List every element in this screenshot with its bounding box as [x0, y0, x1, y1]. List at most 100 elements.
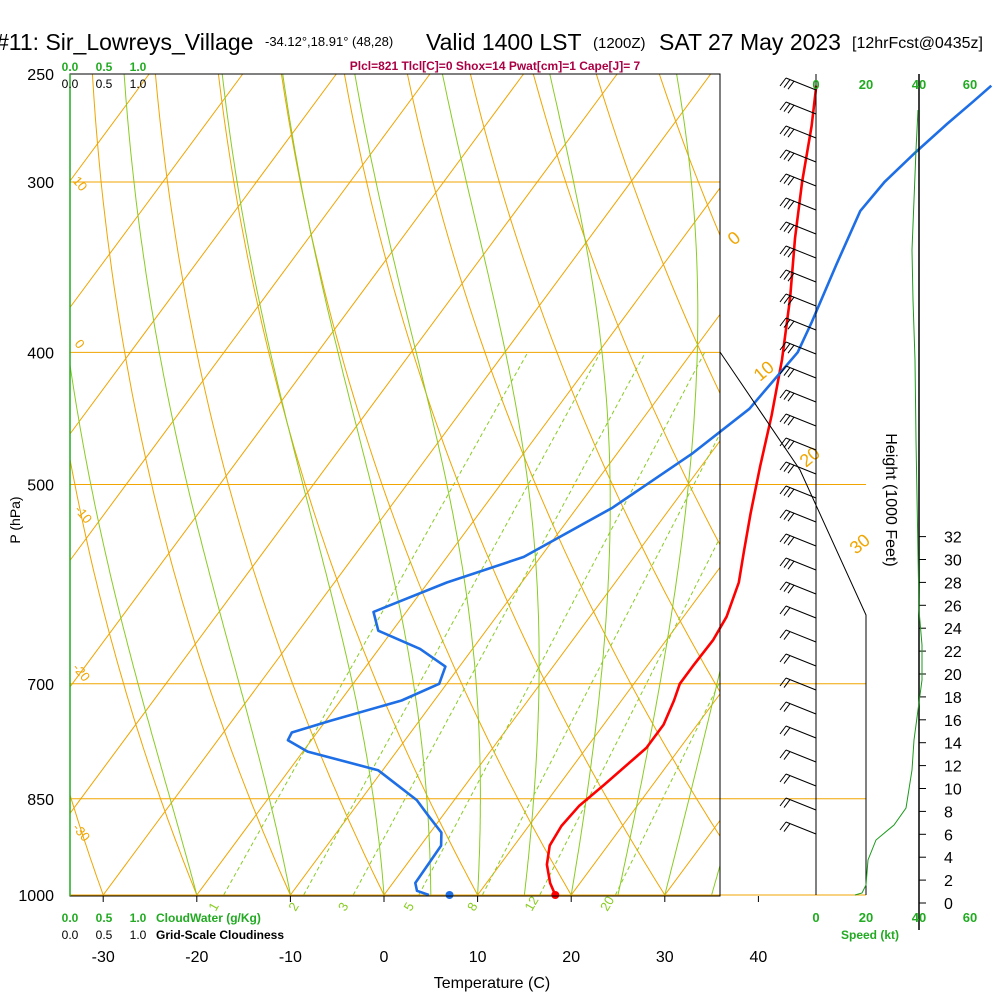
thermo-grid [0, 74, 1000, 896]
wind-barb [785, 509, 817, 523]
wind-barb-feather [779, 509, 787, 519]
wind-barb-feather [783, 487, 791, 496]
wind-barb-feather [787, 272, 795, 282]
wind-barb-feather [787, 344, 795, 354]
wind-barb-feather [783, 391, 791, 400]
height-tick-label: 14 [944, 736, 962, 753]
x-axis-label: Temperature (C) [434, 975, 550, 992]
wind-barb [785, 629, 817, 643]
height-tick-label: 20 [944, 667, 962, 684]
wind-barb-feather [779, 725, 787, 735]
wind-barb-feather [779, 701, 787, 711]
speed-bottom-tick: 0 [812, 910, 819, 925]
wind-barb-feather [787, 584, 795, 594]
wind-barb-feather [787, 248, 795, 258]
wind-barb-feather [787, 368, 795, 378]
wind-barb-feather [783, 295, 791, 304]
moist-adiabat [441, 74, 540, 896]
temp-tick-label: 20 [562, 949, 580, 966]
cloud-top-tick-green: 1.0 [130, 60, 147, 74]
wind-barb-feather [787, 224, 795, 234]
valid-date: SAT 27 May 2023 [659, 29, 841, 55]
mixing-ratio-label: 3 [335, 900, 352, 914]
height-tick-label: 16 [944, 713, 962, 730]
cloud-bottom-tick-green: 0.0 [62, 911, 79, 925]
wind-barb [785, 533, 817, 547]
speed-label: Speed (kt) [841, 928, 899, 942]
wind-barb-feather [779, 629, 787, 639]
valid-zulu: (1200Z) [593, 35, 646, 52]
wind-barb-feather [779, 149, 787, 159]
cloud-bottom-tick: 1.0 [130, 928, 147, 942]
wind-barb-feather [779, 653, 787, 663]
forecast-hour: [12hrFcst@0435z] [852, 35, 983, 52]
dry-adiabat [469, 74, 720, 693]
speed-bottom-tick: 60 [963, 910, 977, 925]
wind-barb [785, 149, 817, 163]
wind-barb [785, 677, 817, 691]
dry-adiabat [91, 74, 291, 896]
mixing-ratio-label: 20 [597, 893, 617, 913]
isotherm-label: -20 [70, 660, 94, 684]
height-tick-label: 28 [944, 575, 962, 592]
wind-barb-feather [783, 751, 791, 760]
height-tick-label: 18 [944, 690, 962, 707]
wind-barb-feather [779, 461, 787, 471]
wind-barb-feather [783, 343, 791, 352]
wind-barb-feather [787, 128, 795, 138]
wind-barb-feather [779, 437, 787, 447]
surface-temperature-marker [551, 891, 560, 899]
mixing-ratio-line [303, 352, 601, 896]
dewpoint-line [286, 84, 993, 897]
height-tick-label: 6 [944, 827, 953, 844]
moist-adiabat [70, 361, 198, 896]
temp-tick-label: 40 [750, 949, 768, 966]
wind-barb-feather [779, 605, 787, 615]
wind-barb-feather [783, 319, 791, 328]
isotherm-line [477, 566, 720, 896]
dry-adiabat-label: 30 [846, 530, 874, 558]
wind-barb-feather [783, 559, 791, 568]
wind-barb-feather [783, 271, 791, 280]
moist-adiabat [123, 74, 291, 896]
wind-barb [785, 437, 817, 451]
mixing-ratio-label: 12 [521, 893, 541, 913]
pressure-tick-label: 400 [27, 345, 54, 362]
wind-barb [785, 197, 817, 211]
wind-barb [785, 773, 817, 787]
wind-barb [785, 341, 817, 355]
sounding-parameters: Plcl=821 Tlcl[C]=0 Shox=14 Pwat[cm]=1 Ca… [350, 59, 641, 73]
mixing-ratio-label: 8 [464, 900, 481, 914]
pressure-tick-label: 850 [27, 792, 54, 809]
dry-adiabat [0, 74, 10, 895]
wind-barb-feather [783, 703, 791, 712]
wind-barb-feather [779, 221, 787, 231]
dry-adiabat-label: 0 [724, 227, 745, 249]
pressure-tick-label: 500 [27, 478, 54, 495]
wind-barb-feather [783, 823, 791, 832]
isotherm-label: -10 [72, 502, 96, 526]
wind-barb-feather [783, 151, 791, 160]
dry-adiabat [343, 74, 666, 896]
wind-barb-feather [779, 389, 787, 399]
wind-barb-feather [783, 607, 791, 616]
pressure-tick-label: 1000 [18, 888, 54, 905]
wind-barb-feather [779, 77, 787, 87]
wind-barb [785, 101, 817, 115]
cloudiness-label: Grid-Scale Cloudiness [156, 928, 284, 942]
cloudwater-label: CloudWater (g/Kg) [156, 911, 261, 925]
station-coords: -34.12°,18.91° (48,28) [265, 34, 393, 49]
wind-barb-feather [779, 197, 787, 207]
wind-barb-feather [779, 413, 787, 423]
cloud-top-tick: 1.0 [130, 77, 147, 91]
wind-barb [785, 461, 817, 475]
height-tick-label: 4 [944, 850, 953, 867]
profiles [286, 84, 993, 899]
moist-adiabat [354, 74, 481, 896]
isotherm-label: 0 [72, 336, 88, 351]
dry-adiabat [595, 74, 720, 395]
height-tick-label: 30 [944, 553, 962, 570]
isotherm-line [852, 74, 1000, 895]
